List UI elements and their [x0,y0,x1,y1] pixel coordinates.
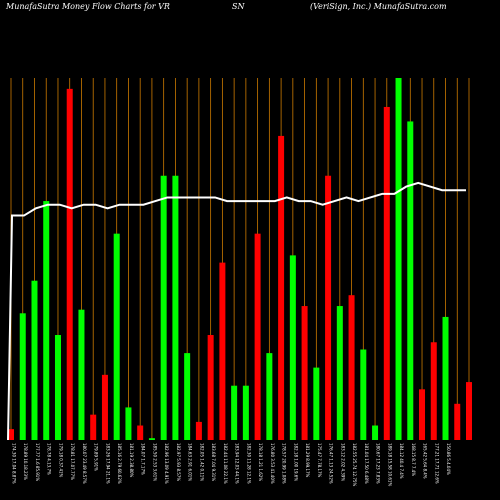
x-tick-label: 181.04 17.50 6.48% [364,443,369,484]
x-tick-label: 184.12 40.4 7.4% [399,443,404,479]
x-tick-label: 178.18 1.21 1.62% [258,443,263,481]
x-tick-label: 182.05 1.42 0.11% [199,443,204,481]
bar [301,306,308,440]
x-tick-label: 176.80 3.53 41.40% [270,443,275,484]
x-tick-label: 179.89 5.91% [94,443,99,471]
bar [313,367,320,440]
bar [113,233,120,440]
bar [278,135,285,441]
chart-header-ticker: SN [232,2,245,11]
x-tick-label: 165.42 5.64 8.4% [423,443,428,479]
money-flow-line [7,181,466,441]
bar [372,425,379,440]
bar [43,201,50,440]
x-tick-label: 183.26 17.94 21.1% [105,443,110,484]
bar [430,342,437,440]
x-tick-label: 178.89 10.18.23% [23,443,28,480]
x-tick-label: 168.15 8.7 7.4% [411,443,416,476]
bar [466,382,472,440]
bar [195,421,202,440]
chart-header-right: (VeriSign, Inc.) MunafaSutra.com [310,2,447,11]
x-tick-label: 184.63 2.91 6.01% [188,443,193,481]
x-tick-label: 178.81 17.07.77% [70,443,75,480]
line-series [7,181,466,441]
bar [419,389,426,440]
bar [90,414,97,440]
bar [407,121,414,440]
x-tick-label: 178.78 4.13.7% [47,443,52,475]
bar [8,429,14,440]
x-tick-label: 183.94 12.03 44.1% [235,443,240,484]
bar [242,385,249,440]
bar [160,175,167,441]
x-tick-label: 179.18 0.37.41% [58,443,63,478]
bars [8,78,472,441]
x-tick-label: 182.55 25.74 12.75% [352,443,357,486]
bar [184,353,191,440]
bar [54,335,61,440]
bar [66,88,73,441]
bar [231,385,238,440]
chart-header-left: MunafaSutra Money Flow Charts for VR [5,2,170,11]
x-tick-label: 180.67 17.23 7.83% [376,443,381,484]
bar [219,262,226,440]
bar [78,309,85,440]
bar [266,353,273,440]
bar [101,374,108,440]
x-tick-label: 176.47 1.13 24.52% [329,443,334,484]
x-tick-labels: 174.30 17.04 8.87% 178.89 10.18.23% 177.77… [12,443,452,486]
x-tick-label: 182.18 1.00 19.6% [293,443,298,481]
x-tick-label: 182.30 11.28 12.1% [246,443,251,484]
x-tick-label: 178.57 20.99 1.08% [282,443,287,484]
bar [395,78,402,440]
x-tick-label: 180.07 23.49 8.57% [82,443,87,484]
bar [325,175,332,441]
bar [454,403,461,440]
x-tick-label: 182.44 11.08 22.1% [223,443,228,484]
x-tick-label: 183.12 2.02 4.39% [340,443,345,481]
bar [19,313,26,440]
bar [336,306,343,440]
x-tick-label: 182.96 13.09 4.91% [164,443,169,484]
bar [137,425,144,440]
bar [289,255,296,440]
x-tick-label: 150.86 5.4.04% [446,443,451,475]
bar [31,280,38,440]
bar [254,233,261,440]
bar [442,316,449,440]
x-tick-label: 182.97 5.93 8.57% [176,443,181,481]
bar [125,407,132,440]
x-tick-label: 177.21 17.71 12.6% [434,443,439,484]
x-tick-label: 181.19 2.38.80% [129,443,134,478]
x-tick-label: 189.18 15.58 10.61% [387,443,392,486]
x-tick-label: 183.68 7.04 9.31% [211,443,216,481]
x-tick-label: 174.30 17.04 8.87% [12,443,17,484]
bar [148,438,155,440]
x-tick-label: 177.77 1.6 85.91% [35,443,40,481]
x-tick-label: 185.16 2.79 60.62% [117,443,122,484]
bar [360,349,367,440]
bar [348,295,355,440]
x-tick-label: 184.07 1.7.17% [141,443,146,475]
x-tick-label: 181.29 8.99.17% [305,443,310,478]
bar [207,335,214,440]
bar [383,106,390,441]
x-tick-label: 185.50 2.53 3.61% [152,443,157,481]
x-tick-label: 175.47 7.78.17% [317,443,322,478]
bar [172,175,179,441]
